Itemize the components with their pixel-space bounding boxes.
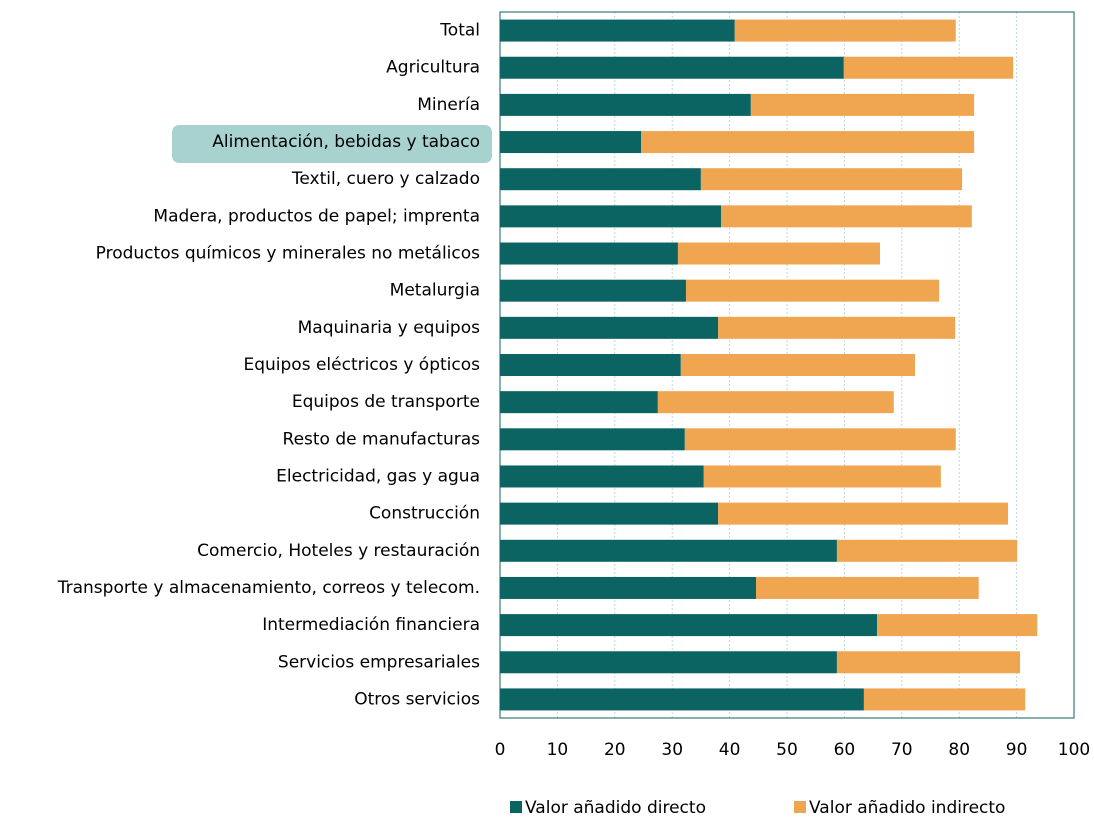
y-tick-label: Textil, cuero y calzado (291, 169, 480, 189)
bar-segment (500, 168, 701, 191)
bar-segment (703, 465, 941, 488)
y-tick-label: Productos químicos y minerales no metáli… (96, 244, 480, 264)
bar-segment (500, 316, 719, 339)
bar-segment (500, 131, 642, 154)
bar-segment (863, 688, 1026, 711)
x-tick-label: 60 (834, 740, 856, 760)
y-tick-label: Equipos de transporte (292, 392, 480, 412)
y-tick-label: Intermediación financiera (262, 615, 480, 635)
y-tick-label: Construcción (369, 504, 480, 524)
label-highlight (172, 125, 492, 163)
bar-segment (500, 279, 686, 302)
bar-segment (500, 242, 678, 265)
bar-segment (500, 93, 751, 116)
y-tick-label: Comercio, Hoteles y restauración (197, 541, 480, 561)
bar-segment (500, 465, 704, 488)
bar-segment (641, 131, 975, 154)
bar-segment (836, 539, 1018, 562)
bar-segment (750, 93, 975, 116)
bar-segment (877, 614, 1038, 637)
y-tick-label: Madera, productos de papel; imprenta (153, 206, 480, 226)
bar-segment (718, 502, 1008, 525)
bar-segment (500, 205, 721, 228)
x-tick-label: 40 (719, 740, 741, 760)
bar-segment (685, 279, 940, 302)
bar-segment (718, 316, 956, 339)
plot-border (499, 11, 1075, 719)
x-tick-label: 0 (495, 740, 506, 760)
bar-segment (756, 576, 979, 599)
bar-segment (657, 391, 894, 414)
bar-segment (700, 168, 963, 191)
x-tick-label: 100 (1058, 740, 1090, 760)
legend-label: Valor añadido indirecto (809, 798, 1005, 818)
bar-segment (500, 651, 837, 674)
y-tick-label: Servicios empresariales (278, 652, 480, 672)
bar-segment (500, 391, 658, 414)
x-tick-label: 70 (891, 740, 913, 760)
x-tick-label: 80 (948, 740, 970, 760)
x-tick-label: 30 (661, 740, 683, 760)
y-tick-label: Metalurgia (390, 281, 480, 301)
x-tick-label: 50 (776, 740, 798, 760)
legend-label: Valor añadido directo (525, 798, 706, 818)
y-tick-label: Otros servicios (354, 689, 480, 709)
y-tick-label: Resto de manufacturas (283, 429, 481, 449)
legend-swatch (510, 801, 522, 813)
bar-segment (500, 354, 681, 376)
bar-segment (500, 576, 757, 599)
y-tick-label: Transporte y almacenamiento, correos y t… (57, 578, 480, 598)
bar-segment (500, 502, 719, 525)
bar-segment (677, 242, 880, 265)
y-tick-label: Minería (417, 95, 480, 115)
bar-segment (836, 651, 1021, 674)
x-tick-label: 20 (604, 740, 626, 760)
bar-segment (500, 614, 878, 637)
bar-segment (500, 19, 735, 42)
bar-segment (734, 19, 956, 42)
y-tick-label: Electricidad, gas y agua (276, 466, 480, 486)
y-tick-label: Total (439, 21, 480, 41)
bar-segment (843, 56, 1014, 79)
x-tick-label: 10 (547, 740, 569, 760)
bar-segment (684, 428, 956, 451)
y-tick-label: Maquinaria y equipos (298, 318, 481, 338)
x-tick-label: 90 (1006, 740, 1028, 760)
y-tick-label: Agricultura (386, 58, 480, 78)
bar-segment (500, 428, 685, 451)
bar-segment (500, 539, 837, 562)
legend-swatch (794, 801, 806, 813)
bar-segment (500, 688, 864, 711)
bar-segment (720, 205, 972, 228)
y-tick-label: Equipos eléctricos y ópticos (243, 355, 480, 375)
y-tick-label: Alimentación, bebidas y tabaco (212, 132, 480, 152)
bar-segment (500, 56, 844, 79)
bar-segment (680, 354, 916, 376)
